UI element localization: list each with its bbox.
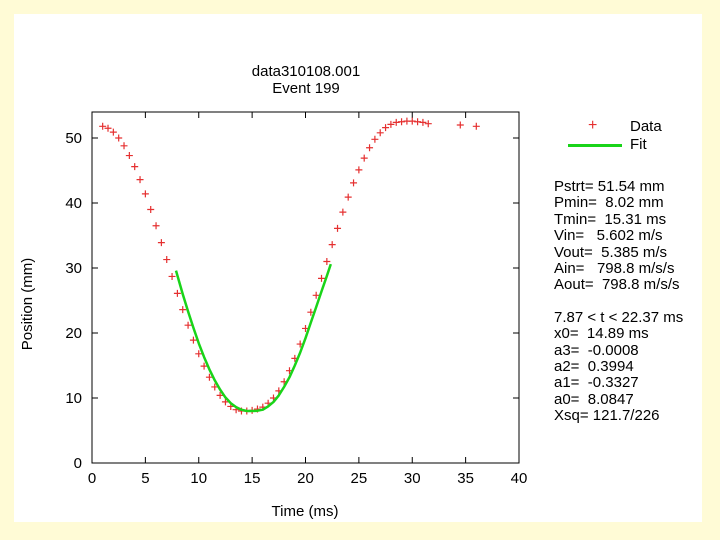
stat-tmin: Tmin= 15.31 ms (554, 210, 667, 228)
data-point (99, 122, 107, 130)
data-point (382, 124, 390, 132)
y-tick-label: 0 (74, 455, 82, 472)
data-point (387, 120, 395, 128)
data-point (392, 118, 400, 126)
data-point (339, 208, 347, 216)
line-marker-icon (568, 144, 622, 147)
spacer (554, 294, 683, 310)
data-point (472, 122, 480, 130)
data-point (184, 321, 192, 329)
chart-title: data310108.001 (252, 63, 360, 80)
plot-frame: 0 5 10 15 20 25 30 35 40 0 10 20 30 40 50 data310108.0… (14, 14, 702, 522)
x-tick-label: 30 (404, 470, 421, 487)
data-point (115, 134, 123, 142)
data-point (163, 256, 171, 264)
x-tick-label: 40 (511, 470, 528, 487)
data-point (120, 142, 128, 150)
fit-a1: a1= -0.3327 (554, 374, 639, 392)
axes: 0 5 10 15 20 25 30 35 40 0 10 20 30 40 50 (65, 111, 528, 487)
data-point (109, 128, 117, 136)
data-point (104, 124, 112, 132)
legend-entry-fit: Fit (566, 136, 706, 154)
fit-xsq: Xsq= 121.7/226 (554, 407, 660, 425)
legend-label-fit: Fit (630, 136, 647, 153)
data-point (141, 190, 149, 198)
x-tick-label: 5 (141, 470, 149, 487)
fit-range: 7.87 < t < 22.37 ms (554, 308, 684, 326)
data-point (211, 383, 219, 391)
data-point (366, 144, 374, 152)
data-point (136, 176, 144, 184)
data-point (147, 206, 155, 213)
stat-ain: Ain= 798.8 m/s/s (554, 260, 675, 278)
data-point (131, 163, 139, 171)
y-axis-label: Position (mm) (19, 258, 36, 351)
y-tick-label: 50 (65, 130, 82, 147)
data-point (200, 362, 208, 370)
legend: + Data Fit (566, 117, 706, 158)
legend-entry-data: + Data (566, 117, 706, 136)
data-point (195, 350, 203, 358)
data-point (344, 193, 352, 201)
data-point (328, 241, 336, 249)
data-point (398, 118, 406, 126)
chart: 0 5 10 15 20 25 30 35 40 0 10 20 30 40 50 data310108.0… (19, 63, 528, 520)
data-point (408, 117, 416, 125)
stats-panel: Pstrt= 51.54 mm Pmin= 8.02 mm Tmin= 15.3… (554, 178, 684, 425)
data-point (355, 166, 363, 174)
x-axis-label: Time (ms) (272, 503, 339, 520)
x-tick-label: 10 (190, 470, 207, 487)
data-point (221, 398, 229, 406)
stat-pmin: Pmin= 8.02 mm (554, 194, 664, 212)
data-point (312, 291, 320, 299)
y-tick-label: 30 (65, 260, 82, 277)
x-tick-label: 25 (351, 470, 368, 487)
chart-subtitle: Event 199 (272, 80, 340, 97)
data-point (173, 289, 181, 297)
stat-pstrt: Pstrt= 51.54 mm (554, 178, 665, 195)
y-tick-label: 20 (65, 325, 82, 342)
data-point (350, 179, 358, 187)
data-point (189, 336, 197, 344)
data-point (125, 152, 133, 160)
data-point (216, 391, 224, 399)
fit-a0: a0= 8.0847 (554, 390, 634, 408)
legend-label-data: Data (630, 118, 662, 135)
y-tick-label: 10 (65, 390, 82, 407)
stat-vin: Vin= 5.602 m/s (554, 227, 663, 245)
fit-a3: a3= -0.0008 (554, 341, 639, 359)
data-point (205, 373, 213, 381)
stat-aout: Aout= 798.8 m/s/s (554, 276, 680, 294)
plus-marker-icon: + (588, 117, 598, 134)
data-point (360, 154, 368, 162)
fit-series (174, 263, 332, 413)
data-point (419, 118, 427, 126)
fit-a2: a2= 0.3994 (554, 358, 634, 376)
data-point (157, 239, 165, 247)
data-point (323, 258, 331, 265)
data-point (318, 274, 326, 282)
data-point (376, 129, 384, 137)
fit-line (174, 263, 332, 413)
y-tick-label: 40 (65, 195, 82, 212)
data-point (424, 120, 432, 128)
stat-vout: Vout= 5.385 m/s (554, 243, 667, 261)
data-point (334, 224, 342, 232)
data-point (456, 121, 464, 129)
plot-border (91, 111, 520, 464)
data-point (414, 118, 422, 126)
data-series (99, 117, 480, 415)
x-tick-label: 35 (457, 470, 474, 487)
data-point (371, 135, 379, 143)
x-tick-label: 0 (88, 470, 96, 487)
x-tick-label: 15 (244, 470, 261, 487)
x-tick-label: 20 (297, 470, 314, 487)
data-point (179, 306, 187, 314)
fit-x0: x0= 14.89 ms (554, 325, 649, 343)
data-point (152, 222, 160, 230)
data-point (168, 272, 176, 280)
